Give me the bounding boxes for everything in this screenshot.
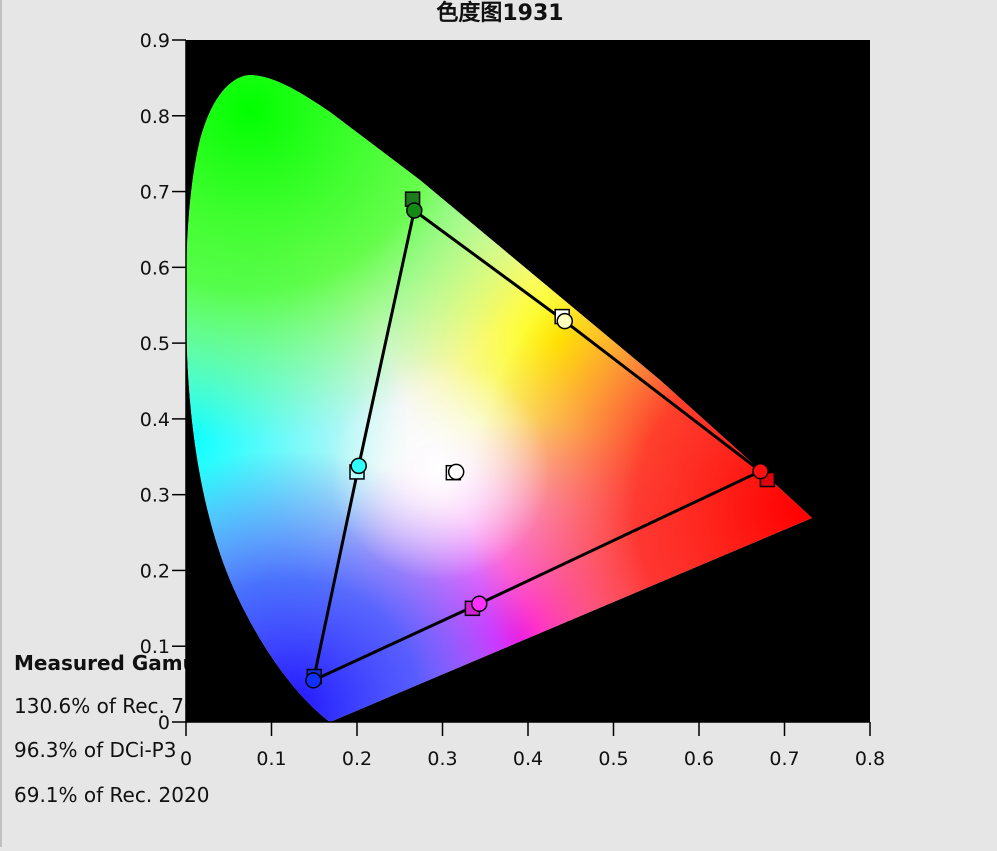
summary-line: 130.6% of Rec. 709	[14, 694, 209, 718]
measured-point	[350, 457, 367, 475]
measured-point	[752, 462, 769, 480]
measured-point	[447, 463, 465, 481]
x-tick-label: 0.7	[769, 748, 799, 770]
measured-point	[406, 202, 423, 219]
measured-point	[471, 595, 488, 613]
y-tick-label: 0.8	[140, 106, 170, 128]
y-tick-label: 0.7	[140, 182, 170, 204]
y-tick-label: 0.3	[140, 485, 170, 507]
summary-line: 96.3% of DCi-P3	[14, 738, 176, 762]
x-tick-label: 0.5	[598, 748, 628, 770]
summary-line: 69.1% of Rec. 2020	[14, 783, 209, 807]
x-tick-label: 0.2	[342, 748, 372, 770]
x-tick-label: 0.6	[684, 748, 714, 770]
measured-point	[556, 312, 574, 330]
y-tick-label: 0.5	[140, 333, 170, 355]
x-tick-label: 0.3	[427, 748, 457, 770]
summary-title: Measured Gamut	[14, 651, 207, 675]
y-tick-label: 0.1	[140, 636, 170, 658]
measured-point	[305, 672, 322, 689]
x-tick-label: 0.4	[513, 748, 543, 770]
y-tick-label: 0.9	[140, 30, 170, 52]
x-tick-label: 0	[180, 748, 192, 770]
y-tick-label: 0.2	[140, 560, 170, 582]
y-tick-label: 0.6	[140, 257, 170, 279]
x-tick-label: 0.8	[855, 748, 885, 770]
y-tick-label: 0.4	[140, 409, 170, 431]
chart-title: 色度图1931	[436, 0, 563, 26]
y-tick-label: 0	[158, 712, 170, 734]
x-tick-label: 0.1	[256, 748, 286, 770]
